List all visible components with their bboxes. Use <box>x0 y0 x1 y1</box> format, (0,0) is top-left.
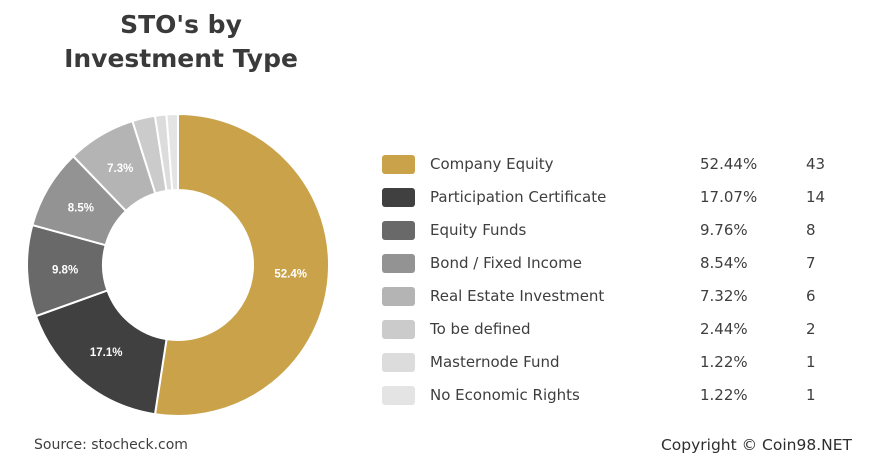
legend-count: 8 <box>806 221 816 239</box>
legend-row-2: Equity Funds 9.76% 8 <box>382 216 852 249</box>
legend-label: No Economic Rights <box>430 386 580 404</box>
legend-row-6: Masternode Fund 1.22% 1 <box>382 348 852 381</box>
chart-title: STO's by Investment Type <box>30 8 332 76</box>
legend-label: Masternode Fund <box>430 353 560 371</box>
legend-percent: 8.54% <box>700 254 748 272</box>
legend-swatch <box>382 188 415 207</box>
legend-row-3: Bond / Fixed Income 8.54% 7 <box>382 249 852 282</box>
legend-label: Company Equity <box>430 155 554 173</box>
legend-percent: 1.22% <box>700 386 748 404</box>
legend-swatch <box>382 353 415 372</box>
chart-title-line-1: STO's by <box>120 10 242 39</box>
legend-label: Real Estate Investment <box>430 287 605 305</box>
slice-label-2: 9.8% <box>52 264 78 276</box>
legend-percent: 2.44% <box>700 320 748 338</box>
legend-row-0: Company Equity 52.44% 43 <box>382 150 852 183</box>
legend-percent: 17.07% <box>700 188 758 206</box>
legend-label: To be defined <box>430 320 531 338</box>
source-note: Source: stocheck.com <box>34 437 188 453</box>
legend-count: 1 <box>806 386 816 404</box>
legend-row-1: Participation Certificate 17.07% 14 <box>382 183 852 216</box>
legend-percent: 9.76% <box>700 221 748 239</box>
legend-row-5: To be defined 2.44% 2 <box>382 315 852 348</box>
legend-count: 2 <box>806 320 816 338</box>
legend-row-4: Real Estate Investment 7.32% 6 <box>382 282 852 315</box>
legend-label: Bond / Fixed Income <box>430 254 582 272</box>
legend-swatch <box>382 320 415 339</box>
slice-label-3: 8.5% <box>68 202 94 214</box>
chart-legend: Company Equity 52.44% 43 Participation Cert… <box>382 150 852 414</box>
legend-count: 1 <box>806 353 816 371</box>
copyright-note: Copyright © Coin98.NET <box>660 436 852 454</box>
donut-slice-7 <box>165 112 179 192</box>
legend-count: 43 <box>806 155 826 173</box>
legend-label: Participation Certificate <box>430 188 607 206</box>
legend-percent: 52.44% <box>700 155 758 173</box>
legend-swatch <box>382 386 415 405</box>
legend-swatch <box>382 155 415 174</box>
legend-count: 6 <box>806 287 816 305</box>
legend-label: Equity Funds <box>430 221 527 239</box>
chart-title-line-2: Investment Type <box>64 44 298 73</box>
legend-percent: 7.32% <box>700 287 748 305</box>
legend-swatch <box>382 221 415 240</box>
legend-swatch <box>382 287 415 306</box>
legend-percent: 1.22% <box>700 353 748 371</box>
slice-label-0: 52.4% <box>274 269 307 281</box>
legend-row-7: No Economic Rights 1.22% 1 <box>382 381 852 414</box>
slice-label-1: 17.1% <box>90 347 123 359</box>
legend-swatch <box>382 254 415 273</box>
donut-slice-0 <box>153 112 330 417</box>
legend-count: 14 <box>806 188 826 206</box>
slice-label-4: 7.3% <box>107 163 133 175</box>
legend-count: 7 <box>806 254 816 272</box>
